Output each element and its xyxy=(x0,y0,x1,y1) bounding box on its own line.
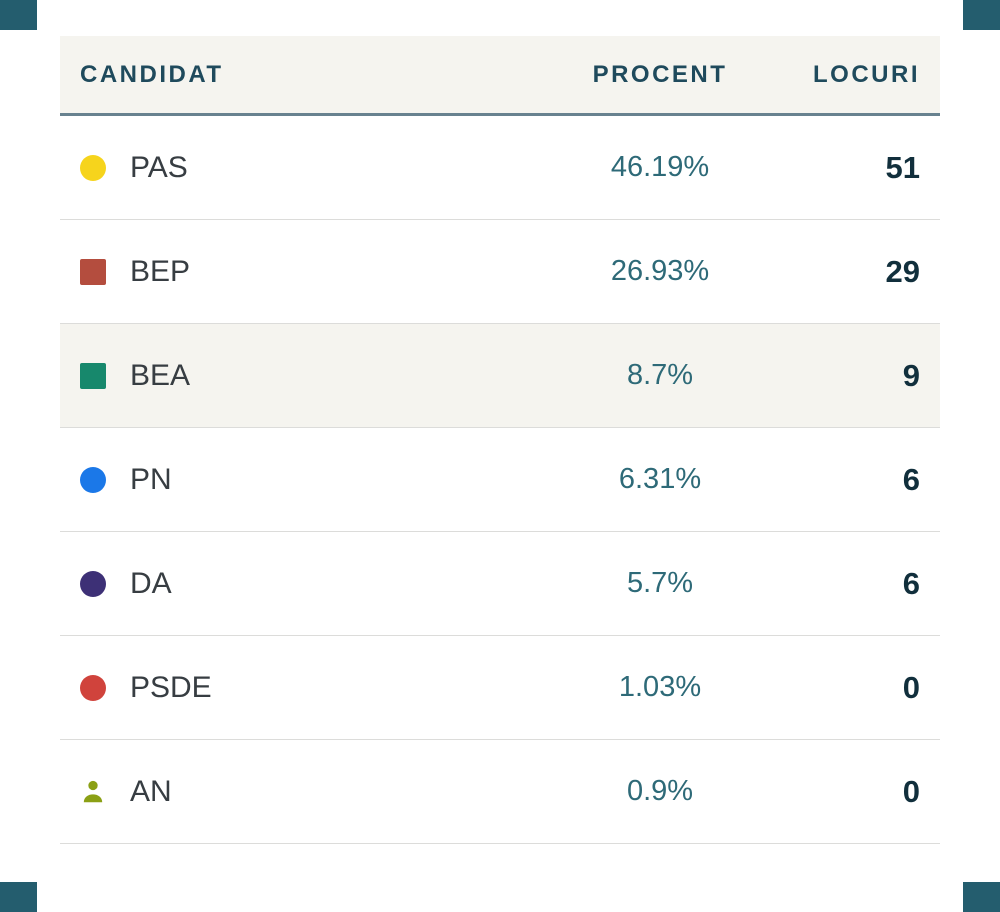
seats-value: 9 xyxy=(902,357,920,393)
candidate-name: AN xyxy=(130,774,172,808)
column-header-candidat: CANDIDAT xyxy=(80,60,224,88)
candidate-cell: PN xyxy=(80,463,560,497)
square-icon xyxy=(80,362,106,389)
results-table: CANDIDAT PROCENT LOCURI PAS 46.19% 51 BE… xyxy=(60,36,940,844)
column-header-locuri: LOCURI xyxy=(813,60,920,88)
table-row[interactable]: PN 6.31% 6 xyxy=(60,428,940,532)
corner-decoration xyxy=(963,882,1000,912)
candidate-name: PSDE xyxy=(130,670,212,704)
table-header-row: CANDIDAT PROCENT LOCURI xyxy=(60,36,940,116)
person-icon xyxy=(80,779,106,805)
seats-value: 51 xyxy=(885,149,920,185)
candidate-name: DA xyxy=(130,566,172,600)
table-row[interactable]: PSDE 1.03% 0 xyxy=(60,636,940,740)
table-row[interactable]: BEP 26.93% 29 xyxy=(60,220,940,324)
candidate-cell: PAS xyxy=(80,151,560,185)
candidate-cell: DA xyxy=(80,567,560,601)
percent-value: 46.19% xyxy=(610,151,710,183)
seats-value: 6 xyxy=(902,565,920,601)
percent-value: 26.93% xyxy=(610,255,710,287)
square-icon xyxy=(80,258,106,285)
table-row[interactable]: DA 5.7% 6 xyxy=(60,532,940,636)
candidate-name: PN xyxy=(130,462,172,496)
percent-value: 0.9% xyxy=(626,775,694,807)
candidate-name: BEP xyxy=(130,254,191,288)
candidate-cell: BEA xyxy=(80,359,560,393)
percent-value: 1.03% xyxy=(618,671,702,703)
seats-value: 0 xyxy=(902,773,920,809)
candidate-cell: PSDE xyxy=(80,671,560,705)
corner-decoration xyxy=(0,882,37,912)
corner-decoration xyxy=(963,0,1000,30)
candidate-name: BEA xyxy=(130,358,191,392)
seats-value: 0 xyxy=(902,669,920,705)
seats-value: 29 xyxy=(885,253,920,289)
candidate-cell: BEP xyxy=(80,255,560,289)
candidate-name: PAS xyxy=(130,150,188,184)
circle-icon xyxy=(80,570,106,597)
circle-icon xyxy=(80,154,106,181)
candidate-cell: AN xyxy=(80,775,560,809)
table-row[interactable]: BEA 8.7% 9 xyxy=(60,324,940,428)
percent-value: 8.7% xyxy=(626,359,694,391)
table-row[interactable]: AN 0.9% 0 xyxy=(60,740,940,844)
table-body: PAS 46.19% 51 BEP 26.93% 29 BEA 8.7% 9 P… xyxy=(60,116,940,844)
circle-icon xyxy=(80,674,106,701)
column-header-procent: PROCENT xyxy=(592,60,728,88)
corner-decoration xyxy=(0,0,37,30)
percent-value: 6.31% xyxy=(618,463,702,495)
table-row[interactable]: PAS 46.19% 51 xyxy=(60,116,940,220)
seats-value: 6 xyxy=(902,461,920,497)
percent-value: 5.7% xyxy=(626,567,694,599)
circle-icon xyxy=(80,466,106,493)
